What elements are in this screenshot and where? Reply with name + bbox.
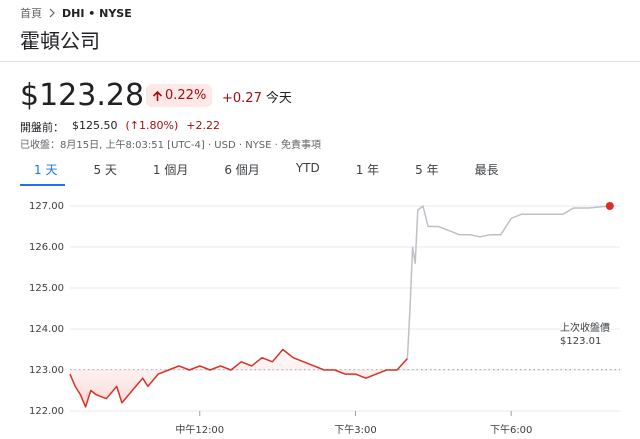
price: $123.28: [20, 78, 145, 113]
change-row: +0.27 今天: [222, 87, 292, 106]
y-tick-label: 122.00: [29, 406, 64, 417]
range-tab[interactable]: YTD: [295, 161, 320, 175]
x-tick-label: 中午12:00: [175, 423, 224, 436]
range-tab[interactable]: 1 個月: [152, 163, 189, 177]
breadcrumb: 首頁 DHI • NYSE: [20, 5, 132, 21]
last-point: [605, 202, 614, 210]
y-tick-label: 124.00: [29, 324, 64, 335]
range-tab[interactable]: 5 天: [93, 163, 117, 177]
premarket-row: 開盤前： $125.50 (↑1.80%) +2.22: [20, 119, 220, 135]
range-tab[interactable]: 1 年: [355, 163, 380, 177]
previous-close-value: $123.01: [560, 336, 602, 347]
chevron-icon: [49, 8, 55, 18]
x-tick-label: 下午6:00: [490, 423, 532, 436]
price-line: [406, 205, 610, 359]
previous-close-title: 上次收盤價: [560, 323, 610, 334]
change-percent: 0.22%: [165, 88, 207, 103]
premarket-change: +2.22: [186, 119, 220, 132]
y-tick-label: 127.00: [29, 201, 64, 212]
breadcrumb-home[interactable]: 首頁: [20, 7, 42, 20]
y-tick-label: 125.00: [29, 283, 64, 294]
range-tab[interactable]: 5 年: [415, 163, 439, 177]
premarket-price: $125.50: [72, 119, 118, 132]
status: 已收盤：8月15日, 上午8:03:51 [UTC-4] · USD · NYS…: [20, 140, 322, 151]
premarket-label: 開盤前：: [20, 121, 64, 134]
x-tick-label: 下午3:00: [334, 423, 376, 436]
range-tabs: 1 天 5 天 1 個月 6 個月 YTD 1 年 5 年 最長: [20, 161, 519, 186]
change-badge: 0.22%: [146, 84, 213, 107]
divider: [0, 61, 640, 62]
up-arrow-icon: [152, 90, 163, 101]
company-name: 霍頓公司: [20, 29, 100, 53]
range-tab[interactable]: 6 個月: [224, 163, 260, 177]
period: 今天: [265, 91, 292, 106]
y-tick-label: 123.00: [29, 365, 64, 376]
change: +0.27: [222, 91, 262, 106]
previous-close-label: 上次收盤價 $123.01: [560, 322, 620, 348]
area: [70, 349, 408, 407]
y-tick-label: 126.00: [29, 242, 64, 253]
price-line: [69, 348, 408, 408]
range-tab[interactable]: 1 天: [20, 161, 66, 186]
premarket-percent: (↑1.80%): [125, 119, 179, 132]
range-tab[interactable]: 最長: [474, 163, 499, 177]
breadcrumb-ticker[interactable]: DHI • NYSE: [62, 6, 132, 20]
